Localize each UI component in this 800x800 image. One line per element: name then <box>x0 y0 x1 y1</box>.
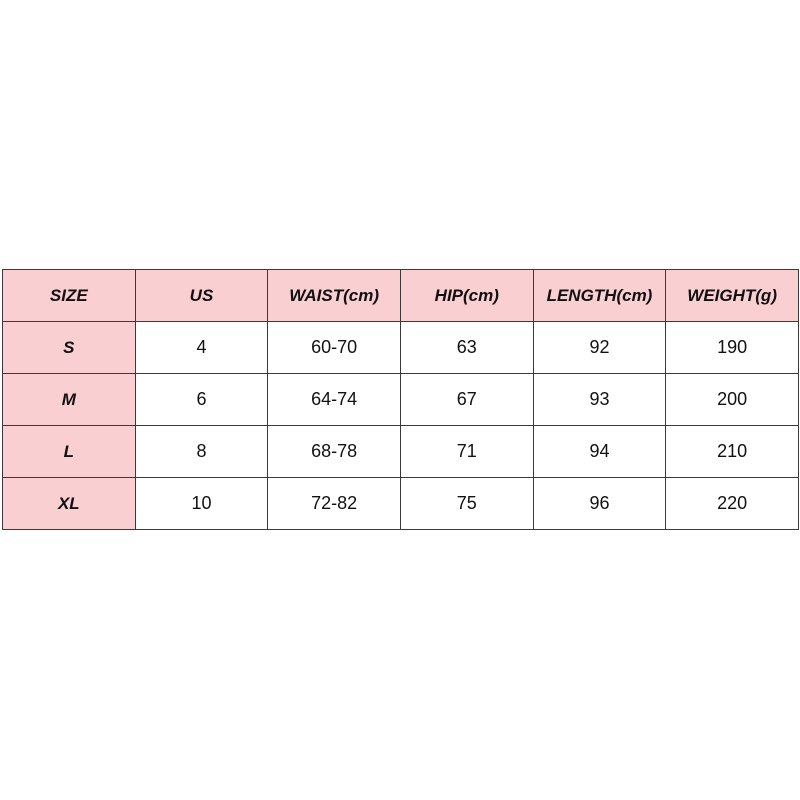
value-cell: 68-78 <box>267 425 401 478</box>
header-row: SIZE US WAIST(cm) HIP(cm) LENGTH(cm) WEIGHT(g… <box>2 269 799 322</box>
size-cell: M <box>2 373 136 426</box>
table-body: SIZE US WAIST(cm) HIP(cm) LENGTH(cm) WEIGHT(g… <box>2 269 799 530</box>
value-cell: 67 <box>399 373 534 426</box>
value-cell: 210 <box>665 425 799 478</box>
value-cell: 200 <box>665 373 799 426</box>
header-cell: US <box>134 269 269 322</box>
value-cell: 71 <box>399 425 534 478</box>
size-cell: XL <box>2 477 136 530</box>
size-cell: L <box>2 425 136 478</box>
value-cell: 8 <box>134 425 269 478</box>
header-cell: WEIGHT(g) <box>665 269 799 322</box>
size-cell: S <box>2 321 136 374</box>
value-cell: 220 <box>665 477 799 530</box>
value-cell: 92 <box>532 321 667 374</box>
value-cell: 64-74 <box>267 373 401 426</box>
value-cell: 4 <box>134 321 269 374</box>
size-table: SIZE US WAIST(cm) HIP(cm) LENGTH(cm) WEIGHT(g… <box>2 269 799 530</box>
data-row: L 8 68-78 71 94 210 <box>2 425 799 478</box>
header-cell: LENGTH(cm) <box>532 269 667 322</box>
data-row: S 4 60-70 63 92 190 <box>2 321 799 374</box>
value-cell: 75 <box>399 477 534 530</box>
value-cell: 63 <box>399 321 534 374</box>
value-cell: 6 <box>134 373 269 426</box>
header-cell: HIP(cm) <box>399 269 534 322</box>
value-cell: 72-82 <box>267 477 401 530</box>
value-cell: 190 <box>665 321 799 374</box>
value-cell: 10 <box>134 477 269 530</box>
value-cell: 60-70 <box>267 321 401 374</box>
value-cell: 93 <box>532 373 667 426</box>
value-cell: 94 <box>532 425 667 478</box>
value-cell: 96 <box>532 477 667 530</box>
header-cell: WAIST(cm) <box>267 269 401 322</box>
data-row: M 6 64-74 67 93 200 <box>2 373 799 426</box>
data-row: XL 10 72-82 75 96 220 <box>2 477 799 530</box>
header-cell: SIZE <box>2 269 136 322</box>
